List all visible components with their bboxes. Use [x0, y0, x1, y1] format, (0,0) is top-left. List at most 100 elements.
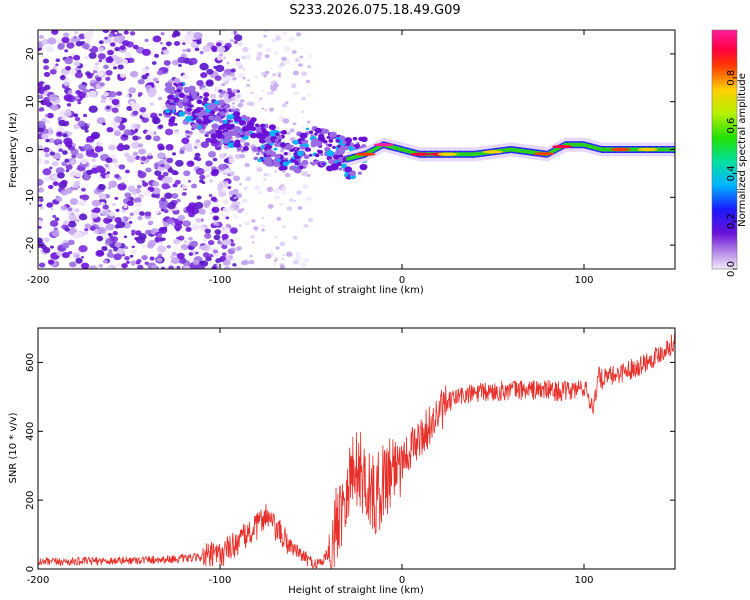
spectrogram-blob: [43, 65, 50, 70]
spectrogram-blob: [45, 114, 49, 117]
spectrogram-blob: [201, 87, 209, 94]
spectrogram-blob: [218, 163, 227, 171]
spectrogram-blob: [173, 238, 180, 245]
spectrogram-blob: [178, 235, 185, 241]
spectrogram-blob: [279, 61, 286, 67]
spectrogram-blob: [145, 72, 150, 77]
spectrogram-blob: [245, 116, 251, 121]
spectrogram-blob: [94, 145, 104, 153]
spectrogram-blob: [43, 96, 51, 103]
spectrogram-blob: [101, 122, 106, 126]
spectrogram-blob: [164, 176, 173, 184]
spectrogram-blob: [299, 132, 308, 139]
spectrogram-blob: [114, 196, 119, 200]
spectrogram-blob: [276, 216, 282, 221]
spectrogram-blob: [164, 192, 173, 199]
spectrogram-blob: [91, 199, 101, 207]
spectrogram-blob: [225, 108, 229, 112]
spectrogram-blob: [322, 139, 328, 144]
spectrogram-blob: [284, 144, 293, 151]
spectrogram-blob: [244, 85, 247, 88]
spectrogram-blob: [112, 231, 118, 236]
spectrogram-blob: [92, 65, 100, 71]
spectrogram-blob: [72, 182, 80, 189]
spectrogram-blob: [203, 92, 210, 98]
spectrogram-blob: [163, 163, 171, 170]
spectrogram-blob: [235, 192, 243, 199]
spectrogram-blob: [231, 105, 236, 109]
spectrogram-blob: [289, 128, 295, 133]
spectrogram-blob: [55, 167, 65, 175]
spectrogram-blob: [206, 174, 210, 178]
spectrogram-blob: [215, 132, 224, 139]
spectrogram-blob: [109, 91, 114, 95]
spectrogram-blob: [173, 218, 179, 222]
spectrogram-blob: [87, 90, 97, 98]
spectrogram-blob: [52, 214, 57, 219]
spectrogram-blob: [217, 127, 222, 131]
spectrogram-blob: [227, 142, 236, 149]
spectrogram-blob: [84, 228, 89, 232]
spectrogram-blob: [219, 53, 223, 57]
spectrogram-blob: [275, 36, 281, 41]
spectrogram-blob: [62, 133, 68, 138]
spectrogram-blob: [182, 97, 189, 103]
spectrogram-blob: [108, 249, 113, 253]
spectrogram-blob: [152, 181, 160, 187]
spectrogram-blob: [236, 134, 241, 139]
spectrogram-blob: [242, 146, 249, 152]
spectrogram-blob: [256, 167, 263, 173]
snr-y-ticks: 0 200 400 600: [25, 353, 675, 572]
spectrogram-blob: [305, 79, 310, 83]
spectrogram-blob: [281, 56, 287, 62]
spectrogram-blob: [195, 217, 202, 223]
spectrogram-blob: [156, 70, 164, 76]
spectrogram-blob: [223, 138, 230, 144]
spectrogram-blob: [205, 131, 210, 135]
spectrogram-blob: [74, 30, 79, 35]
spectrogram-blob: [61, 36, 70, 44]
spectrogram-blob: [314, 127, 322, 134]
spectrogram-blob: [81, 43, 90, 50]
spectrogram-blob: [138, 194, 144, 199]
spectrogram-blob: [74, 37, 81, 43]
spectrogram-blob: [167, 168, 174, 173]
spectrogram-blob: [98, 59, 103, 63]
spectrogram-blob: [215, 258, 222, 264]
spectrogram-blob: [318, 151, 322, 154]
spectrogram-blob: [244, 54, 252, 60]
spectrogram-blob: [180, 248, 184, 252]
spectrogram-blob: [216, 56, 223, 61]
spectrogram-ylabel: Frequency (Hz): [8, 112, 19, 188]
spectrogram-blob: [74, 71, 83, 79]
spectrogram-y-tick-label: 20: [25, 48, 36, 61]
spectrogram-blob: [248, 101, 255, 107]
spectrogram-blob: [225, 216, 230, 220]
spectrogram-blob: [73, 169, 83, 178]
spectrogram-blob: [242, 259, 250, 265]
spectrogram-blob: [46, 112, 54, 119]
spectrogram-blob: [108, 144, 116, 151]
spectrogram-blob: [262, 118, 266, 121]
spectrogram-blob: [299, 165, 304, 170]
spectrogram-blob: [190, 240, 199, 248]
spectrogram-blob: [187, 180, 192, 183]
spectrogram-blob: [264, 109, 268, 112]
spectrogram-blob: [115, 263, 121, 267]
spectrogram-blob: [239, 183, 242, 186]
spectrogram-blob: [256, 42, 264, 49]
spectrogram-blob: [98, 47, 105, 52]
spectrogram-blob: [329, 131, 337, 138]
spectrogram-blob: [282, 161, 289, 167]
spectrogram-blob: [154, 53, 160, 58]
spectrogram-blob: [172, 30, 180, 36]
spectrogram-blob: [107, 232, 112, 236]
spectrogram-blob: [307, 218, 313, 223]
spectrogram-blob: [84, 223, 92, 229]
spectrogram-blob: [81, 262, 90, 269]
spectrogram-blob: [274, 138, 279, 142]
spectrogram-blob: [115, 208, 120, 212]
spectrogram-blob: [279, 241, 286, 247]
spectrogram-blob: [126, 200, 134, 207]
spectrogram-blob: [57, 42, 65, 49]
